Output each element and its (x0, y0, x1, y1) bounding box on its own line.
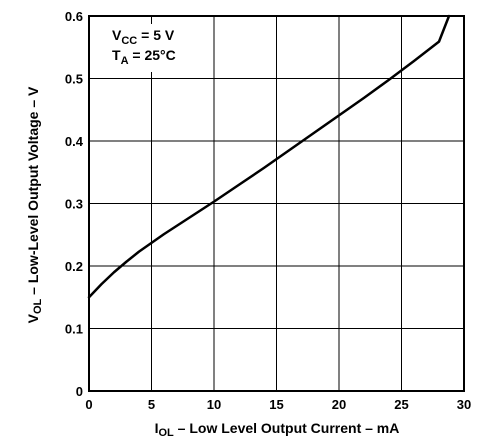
x-axis-title-main: I (155, 420, 159, 436)
annotation-vcc: VCC = 5 V (112, 27, 175, 47)
x-tick-label-5: 25 (394, 397, 408, 412)
annotation-ta-rest: = 25°C (129, 47, 176, 63)
annotation-ta-main: T (112, 47, 121, 63)
y-axis-title-rest: – Low-Level Output Voltage – V (25, 86, 41, 299)
x-tick-label-2: 10 (207, 397, 221, 412)
y-tick-label-6: 0.6 (65, 9, 83, 24)
x-tick-label-1: 5 (148, 397, 155, 412)
y-tick-label-1: 0.1 (65, 322, 83, 337)
series-line-0 (87, 14, 451, 299)
y-tick-label-3: 0.3 (65, 197, 83, 212)
y-axis-title-main: V (25, 313, 41, 323)
y-tick-label-4: 0.4 (65, 134, 84, 149)
series-layer (87, 14, 451, 299)
y-axis-title-subscript: OL (32, 298, 44, 314)
x-tick-label-4: 20 (332, 397, 346, 412)
y-tick-label-2: 0.2 (65, 259, 83, 274)
grid (88, 15, 465, 392)
y-tick-label-5: 0.5 (65, 72, 83, 87)
y-axis-title: VOL – Low-Level Output Voltage – V (25, 86, 44, 323)
plot-frame (88, 15, 465, 392)
x-axis-title: IOL – Low Level Output Current – mA (155, 420, 400, 437)
x-tick-label-3: 15 (269, 397, 283, 412)
x-axis-title-rest: – Low Level Output Current – mA (174, 420, 400, 436)
tick-labels: 0 5 10 15 20 25 30 0 0.1 0.2 0.3 0.4 0.5 0.6 (65, 9, 471, 412)
annotation-background (105, 24, 205, 72)
x-tick-label-0: 0 (85, 397, 92, 412)
y-tick-label-0: 0 (76, 384, 83, 399)
annotation-vcc-main: V (112, 27, 122, 43)
annotation-ta: TA = 25°C (112, 47, 176, 67)
x-axis-title-subscript: OL (159, 427, 175, 437)
x-tick-label-6: 30 (457, 397, 471, 412)
annotation-vcc-subscript: CC (121, 35, 137, 47)
annotation-vcc-rest: = 5 V (137, 27, 175, 43)
annotation-ta-subscript: A (121, 55, 129, 67)
